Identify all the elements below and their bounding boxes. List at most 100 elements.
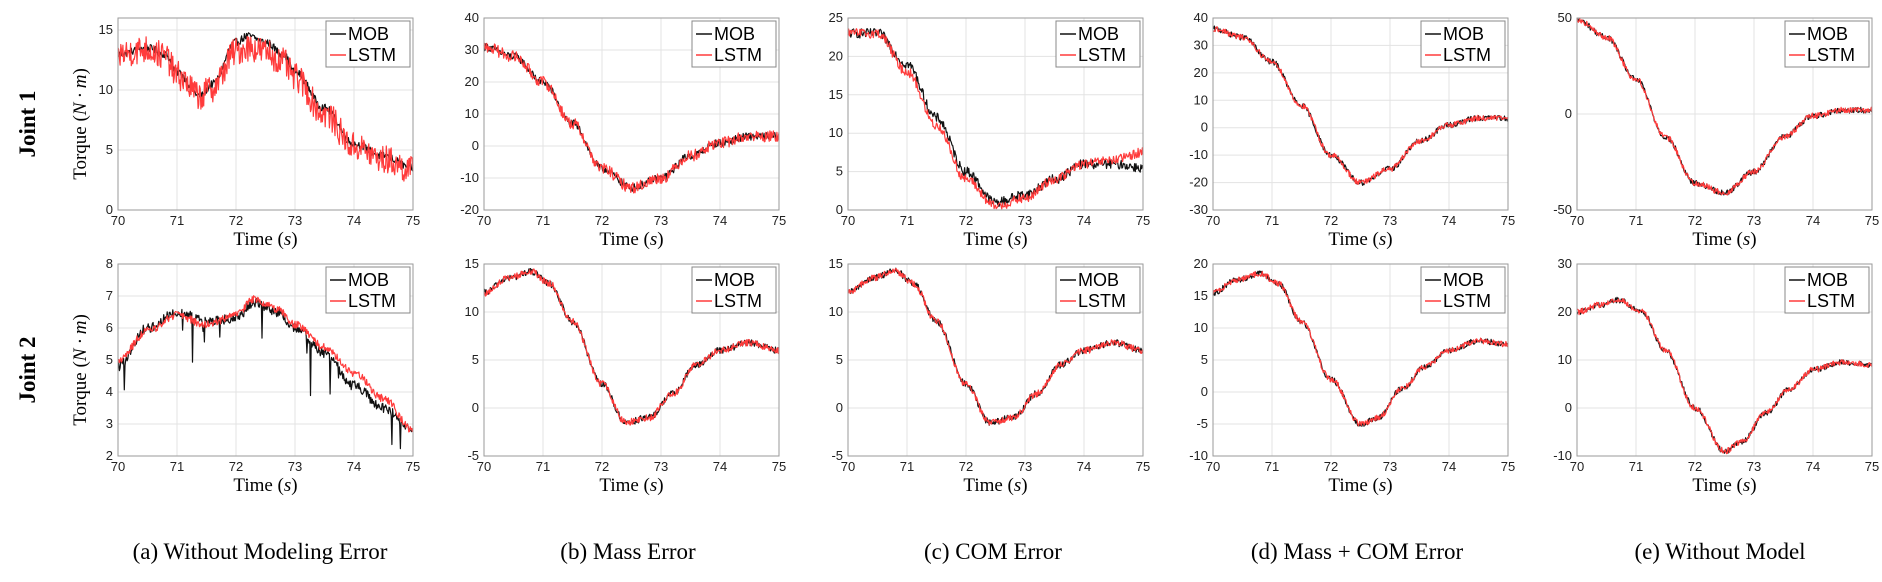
x-tick-label: 73 bbox=[1747, 459, 1761, 474]
legend-label-lstm: LSTM bbox=[714, 45, 762, 65]
legend-label-mob: MOB bbox=[1078, 24, 1119, 44]
x-tick-label: 74 bbox=[1077, 213, 1091, 228]
x-tick-label: 70 bbox=[477, 213, 491, 228]
row-label-joint-1: Joint 1 bbox=[15, 90, 40, 157]
legend-box bbox=[1784, 20, 1870, 68]
series-line-lstm bbox=[483, 42, 780, 194]
series-line-lstm bbox=[1576, 17, 1873, 196]
y-tick-label: -10 bbox=[1189, 448, 1208, 463]
y-tick-label: 6 bbox=[106, 320, 113, 335]
plot-frame bbox=[847, 263, 1144, 457]
y-tick-label: 8 bbox=[106, 256, 113, 271]
x-axis-label: Time (s) bbox=[599, 229, 663, 250]
y-tick-label: -10 bbox=[1553, 448, 1572, 463]
x-tick-label: 72 bbox=[1688, 213, 1702, 228]
y-tick-label: 0 bbox=[1565, 106, 1572, 121]
y-tick-label: -10 bbox=[460, 170, 479, 185]
legend-label-lstm: LSTM bbox=[348, 45, 396, 65]
y-tick-label: -20 bbox=[1189, 175, 1208, 190]
y-tick-label: 40 bbox=[465, 10, 479, 25]
caption-c: (c) COM Error bbox=[924, 539, 1062, 564]
y-tick-label: 5 bbox=[106, 352, 113, 367]
y-tick-label: 0 bbox=[1565, 400, 1572, 415]
y-tick-label: 10 bbox=[829, 304, 843, 319]
series-line-lstm bbox=[847, 268, 1144, 426]
x-tick-label: 71 bbox=[170, 213, 184, 228]
y-tick-label: -20 bbox=[460, 202, 479, 217]
x-tick-label: 75 bbox=[772, 213, 786, 228]
x-tick-label: 71 bbox=[1629, 459, 1643, 474]
caption-b: (b) Mass Error bbox=[560, 539, 696, 564]
y-tick-label: 20 bbox=[1194, 65, 1208, 80]
x-tick-label: 73 bbox=[654, 213, 668, 228]
x-axis-label: Time (s) bbox=[233, 229, 297, 250]
x-tick-label: 73 bbox=[1018, 213, 1032, 228]
legend-box bbox=[1420, 266, 1506, 314]
y-tick-label: 10 bbox=[1194, 92, 1208, 107]
y-tick-label: -5 bbox=[467, 448, 479, 463]
legend-box bbox=[1055, 20, 1141, 68]
x-tick-label: 74 bbox=[1077, 459, 1091, 474]
y-tick-label: 7 bbox=[106, 288, 113, 303]
x-tick-label: 70 bbox=[1570, 213, 1584, 228]
x-tick-label: 75 bbox=[772, 459, 786, 474]
series-line-lstm bbox=[117, 295, 414, 433]
y-tick-label: 15 bbox=[465, 256, 479, 271]
x-axis-label: Time (s) bbox=[599, 475, 663, 496]
legend-label-lstm: LSTM bbox=[1443, 45, 1491, 65]
x-tick-label: 71 bbox=[1265, 459, 1279, 474]
y-tick-label: 0 bbox=[472, 400, 479, 415]
caption-d: (d) Mass + COM Error bbox=[1251, 539, 1464, 564]
plot-frame bbox=[117, 17, 414, 211]
x-tick-label: 75 bbox=[1501, 459, 1515, 474]
x-tick-label: 75 bbox=[406, 459, 420, 474]
x-tick-label: 73 bbox=[1018, 459, 1032, 474]
legend-label-lstm: LSTM bbox=[1078, 45, 1126, 65]
x-axis-label: Time (s) bbox=[1692, 475, 1756, 496]
legend-label-mob: MOB bbox=[348, 270, 389, 290]
x-tick-label: 74 bbox=[1806, 459, 1820, 474]
panel-1-4: -30 -20 -10 0 10 20 30 40 70 71 72 73 74 75 Time (s) MO… bbox=[1189, 10, 1515, 250]
y-tick-label: -5 bbox=[831, 448, 843, 463]
x-tick-label: 71 bbox=[536, 459, 550, 474]
x-tick-label: 72 bbox=[959, 459, 973, 474]
y-tick-label: 5 bbox=[1201, 352, 1208, 367]
plot-frame bbox=[483, 17, 780, 211]
x-tick-label: 70 bbox=[1206, 213, 1220, 228]
legend-box bbox=[325, 266, 411, 314]
legend-label-mob: MOB bbox=[1443, 24, 1484, 44]
x-tick-label: 70 bbox=[841, 459, 855, 474]
y-tick-label: 30 bbox=[465, 42, 479, 57]
x-tick-label: 72 bbox=[1688, 459, 1702, 474]
legend-label-mob: MOB bbox=[1078, 270, 1119, 290]
legend-label-mob: MOB bbox=[1807, 270, 1848, 290]
y-tick-label: 10 bbox=[465, 304, 479, 319]
legend-box bbox=[1420, 20, 1506, 68]
x-tick-label: 70 bbox=[841, 213, 855, 228]
y-tick-label: -30 bbox=[1189, 202, 1208, 217]
plot-frame bbox=[1576, 17, 1873, 211]
x-tick-label: 75 bbox=[1865, 459, 1879, 474]
plot-frame bbox=[1212, 17, 1509, 211]
x-tick-label: 72 bbox=[1324, 459, 1338, 474]
series-line-lstm bbox=[1576, 298, 1873, 455]
y-axis-labels: Torque (N · m) Torque (N · m) bbox=[70, 68, 91, 426]
y-tick-label: 20 bbox=[465, 74, 479, 89]
x-tick-label: 72 bbox=[595, 213, 609, 228]
legend-box bbox=[325, 20, 411, 68]
series-line-lstm bbox=[1212, 26, 1509, 185]
y-tick-label: 2 bbox=[106, 448, 113, 463]
x-tick-label: 70 bbox=[477, 459, 491, 474]
x-tick-label: 74 bbox=[1442, 459, 1456, 474]
legend-label-lstm: LSTM bbox=[348, 291, 396, 311]
legend-label-lstm: LSTM bbox=[1807, 45, 1855, 65]
x-tick-label: 70 bbox=[111, 213, 125, 228]
